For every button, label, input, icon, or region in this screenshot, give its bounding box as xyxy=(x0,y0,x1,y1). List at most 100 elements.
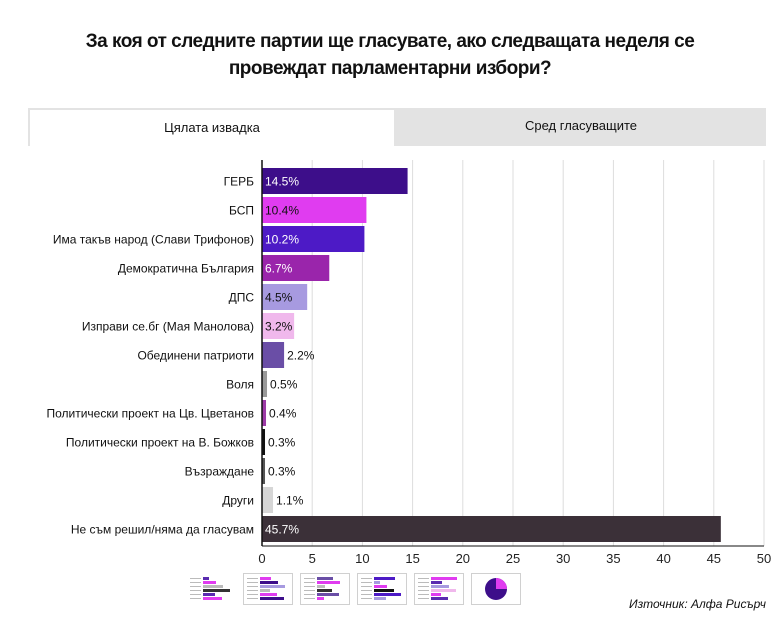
thumbnail-bar xyxy=(260,593,277,596)
bar xyxy=(262,168,408,194)
bar xyxy=(262,197,367,223)
category-label: БСП xyxy=(229,204,254,218)
thumbnail-bar xyxy=(203,589,230,592)
thumbnail-bar xyxy=(203,585,223,588)
chart-thumbnail-2[interactable] xyxy=(243,573,293,605)
thumbnail-label-line xyxy=(304,586,315,587)
thumbnail-label-line xyxy=(418,582,429,583)
thumbnail-bar xyxy=(431,577,457,580)
thumbnail-label-line xyxy=(418,598,429,599)
data-label: 14.5% xyxy=(265,175,299,189)
category-label: ДПС xyxy=(229,291,255,305)
thumbnail-label-line xyxy=(190,582,201,583)
thumbnail-bar xyxy=(317,585,325,588)
thumbnail-label-line xyxy=(418,578,429,579)
data-label: 0.3% xyxy=(268,465,296,479)
x-tick-label: 30 xyxy=(556,551,570,566)
thumbnail-bar xyxy=(431,589,456,592)
bar xyxy=(262,371,268,397)
category-label: Политически проект на В. Божков xyxy=(66,436,254,450)
tab-among-voters[interactable]: Сред гласуващите xyxy=(396,108,766,146)
x-tick-label: 10 xyxy=(355,551,369,566)
thumbnail-bar xyxy=(431,585,449,588)
x-tick-label: 0 xyxy=(258,551,265,566)
x-tick-label: 15 xyxy=(405,551,419,566)
thumbnail-bar xyxy=(260,585,285,588)
thumbnail-label-line xyxy=(304,594,315,595)
thumbnail-label-line xyxy=(304,582,315,583)
x-tick-label: 50 xyxy=(757,551,771,566)
thumbnail-bar xyxy=(260,589,270,592)
thumbnail-bar xyxy=(374,577,395,580)
bar xyxy=(262,458,266,484)
data-label: 2.2% xyxy=(287,349,315,363)
data-label: 3.2% xyxy=(265,320,293,334)
thumbnail-pie-slice xyxy=(496,578,507,589)
thumbnail-label-line xyxy=(304,578,315,579)
x-tick-label: 40 xyxy=(656,551,670,566)
thumbnail-label-line xyxy=(418,594,429,595)
category-label: Воля xyxy=(226,378,254,392)
thumbnail-bar xyxy=(203,597,222,600)
chart-thumbnail-6[interactable] xyxy=(471,573,521,605)
thumbnail-label-line xyxy=(304,598,315,599)
x-tick-label: 20 xyxy=(456,551,470,566)
bar xyxy=(262,226,365,252)
category-label: Изправи се.бг (Мая Манолова) xyxy=(82,320,254,334)
thumbnail-label-line xyxy=(190,578,201,579)
chart-title: За коя от следните партии ще гласувате, … xyxy=(85,31,695,79)
thumbnail-bar xyxy=(374,581,380,584)
thumbnail-bar xyxy=(260,597,284,600)
data-label: 0.5% xyxy=(270,378,298,392)
source-note: Източник: Алфа Рисърч xyxy=(629,597,766,611)
data-label: 1.1% xyxy=(276,494,304,508)
thumbnail-label-line xyxy=(361,590,372,591)
thumbnail-label-line xyxy=(418,586,429,587)
thumbnail-label-line xyxy=(247,582,258,583)
x-tick-label: 45 xyxy=(707,551,721,566)
thumbnail-label-line xyxy=(190,590,201,591)
thumbnail-label-line xyxy=(247,578,258,579)
thumbnail-label-line xyxy=(247,598,258,599)
thumbnail-bar xyxy=(317,577,333,580)
thumbnail-label-line xyxy=(190,586,201,587)
thumbnail-label-line xyxy=(361,586,372,587)
thumbnail-label-line xyxy=(418,590,429,591)
thumbnail-label-line xyxy=(361,578,372,579)
category-label: ГЕРБ xyxy=(224,175,255,189)
chart-thumbnail-4[interactable] xyxy=(357,573,407,605)
category-label: Обединени патриоти xyxy=(137,349,254,363)
thumbnail-bar xyxy=(374,589,394,592)
thumbnail-bar xyxy=(203,577,209,580)
chart-thumbnail-5[interactable] xyxy=(414,573,464,605)
x-tick-label: 5 xyxy=(309,551,316,566)
bar xyxy=(262,342,285,368)
tab-whole-sample[interactable]: Цялата извадка xyxy=(28,108,396,146)
bar xyxy=(262,516,721,542)
thumbnail-preview xyxy=(247,577,285,600)
thumbnail-bar xyxy=(203,581,216,584)
thumbnail-bar xyxy=(317,581,340,584)
thumbnail-preview xyxy=(304,577,340,600)
category-label: Други xyxy=(222,494,254,508)
thumbnail-preview xyxy=(485,578,507,600)
x-tick-label: 35 xyxy=(606,551,620,566)
chart-thumbnail-1[interactable] xyxy=(186,573,236,605)
bar xyxy=(262,429,266,455)
thumbnail-label-line xyxy=(247,586,258,587)
x-tick-label: 25 xyxy=(506,551,520,566)
chart-thumbnail-3[interactable] xyxy=(300,573,350,605)
category-label: Не съм решил/няма да гласувам xyxy=(71,523,254,537)
thumbnail-bar xyxy=(317,593,339,596)
bar xyxy=(262,313,295,339)
thumbnail-preview xyxy=(361,577,401,600)
thumbnail-bar xyxy=(317,597,324,600)
bar-chart: 0 5 10 15 20 25 30 35 40 45 50 ГЕРБ 14.5% БСП 10.4% Има… xyxy=(46,160,771,566)
thumbnail-label-line xyxy=(247,594,258,595)
thumbnail-label-line xyxy=(361,582,372,583)
category-label: Възраждане xyxy=(185,465,255,479)
bar xyxy=(262,400,267,426)
thumbnail-label-line xyxy=(247,590,258,591)
thumbnail-label-line xyxy=(190,594,201,595)
thumbnail-preview xyxy=(190,577,230,600)
